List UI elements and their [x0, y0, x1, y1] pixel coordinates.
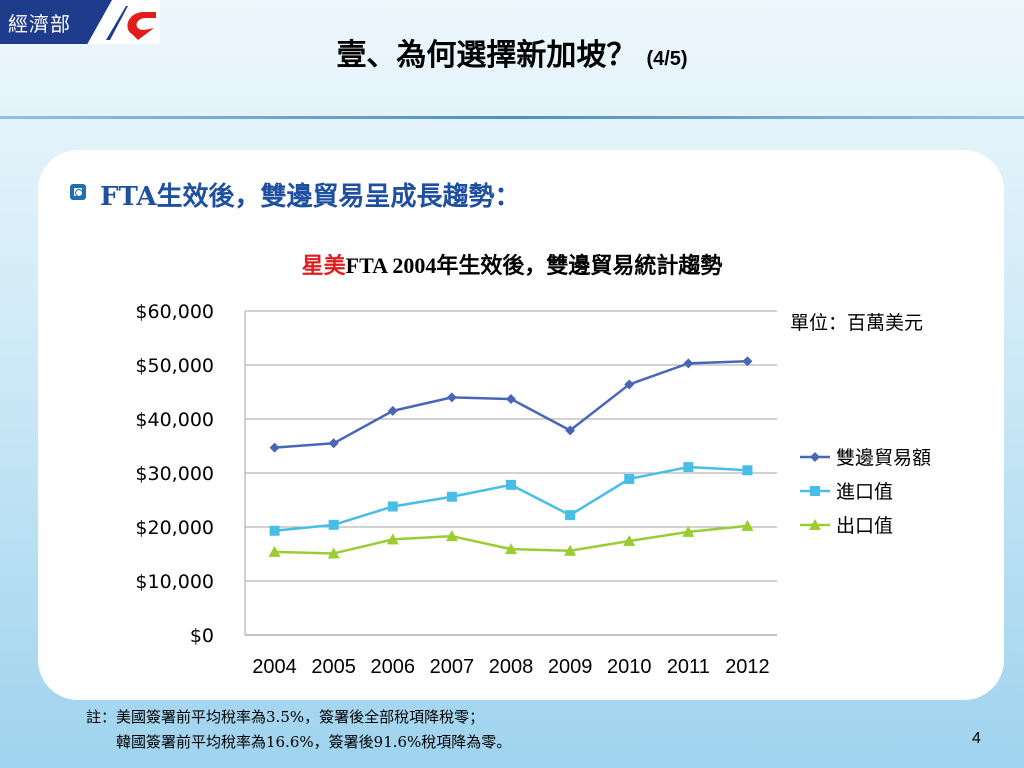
- chart-title: 星美FTA 2004年生效後，雙邊貿易統計趨勢: [0, 248, 1024, 280]
- data-point: [505, 543, 517, 555]
- data-point: [742, 465, 753, 476]
- x-tick-label: 2004: [252, 656, 297, 678]
- y-tick-label: $10,000: [135, 571, 214, 593]
- data-point: [506, 479, 516, 490]
- x-tick-label: 2010: [607, 656, 652, 678]
- bullet-icon: [70, 184, 86, 200]
- data-point: [268, 545, 281, 557]
- legend-label: 出口值: [836, 515, 893, 537]
- chart-title-mid: FTA 2004: [345, 253, 437, 278]
- data-point: [741, 519, 754, 531]
- section-heading: FTA生效後，雙邊貿易呈成長趨勢：: [100, 182, 521, 212]
- y-tick-label: $30,000: [135, 463, 214, 485]
- ministry-logo: 經濟部: [0, 0, 160, 44]
- data-point: [565, 425, 576, 436]
- data-point: [624, 379, 635, 390]
- x-tick-label: 2008: [489, 656, 534, 678]
- trade-line-chart: $0 $10,000 $20,000 $30,000 $40,000 $50,000 $60…: [135, 301, 931, 678]
- data-point: [683, 462, 694, 473]
- x-tick-label: 2011: [667, 656, 710, 678]
- title-main: 壹、為何選擇新加坡？: [336, 38, 637, 73]
- footnote-line-1: 註：美國簽署前平均稅率為3.5%，簽署後全部稅項降稅零；: [86, 708, 485, 726]
- legend-label: 進口值: [836, 481, 893, 503]
- legend-label: 雙邊貿易額: [836, 447, 931, 469]
- x-tick-label: 2006: [371, 656, 416, 678]
- series-line: [274, 359, 748, 449]
- data-point: [564, 544, 577, 556]
- legend-marker: [810, 486, 820, 496]
- page-number: 4: [972, 730, 981, 747]
- data-point: [269, 442, 280, 453]
- y-tick-label: $60,000: [135, 301, 214, 323]
- data-point: [445, 530, 458, 542]
- x-tick-label: 2005: [311, 656, 356, 678]
- chart-title-rest: 年生效後，雙邊貿易統計趨勢: [436, 253, 723, 279]
- legend-marker: [809, 519, 821, 530]
- data-point: [328, 438, 339, 449]
- data-point: [269, 525, 280, 536]
- y-tick-label: $0: [190, 625, 214, 647]
- data-point: [624, 473, 635, 484]
- data-point: [446, 392, 457, 403]
- data-point: [565, 510, 576, 521]
- data-point: [387, 501, 398, 512]
- x-tick-label: 2007: [430, 656, 475, 678]
- logo-text: 經濟部: [8, 12, 71, 36]
- content-panel: [38, 150, 1004, 700]
- y-tick-label: $50,000: [135, 355, 214, 377]
- data-point: [506, 394, 516, 405]
- x-tick-label: 2009: [548, 656, 593, 678]
- data-point: [683, 358, 694, 369]
- data-point: [386, 533, 399, 545]
- y-tick-label: $40,000: [135, 409, 214, 431]
- ministry-emblem-icon: [106, 6, 156, 40]
- y-tick-label: $20,000: [135, 517, 214, 539]
- x-tick-label: 2012: [725, 656, 770, 678]
- unit-label: 單位：百萬美元: [790, 312, 924, 334]
- data-point: [623, 535, 636, 547]
- legend-marker: [810, 452, 820, 462]
- title-divider: [0, 116, 1024, 119]
- footnote-line-2: 韓國簽署前平均稅率為16.6%，簽署後91.6%稅項降為零。: [86, 733, 512, 751]
- data-point: [328, 519, 339, 530]
- page-title: 壹、為何選擇新加坡？ (4/5): [0, 30, 1024, 74]
- data-point: [387, 405, 398, 416]
- data-point: [682, 525, 695, 537]
- data-point: [327, 547, 340, 559]
- data-point: [742, 356, 753, 367]
- data-point: [446, 491, 457, 502]
- series-line: [274, 465, 748, 533]
- title-subtitle: (4/5): [646, 48, 688, 70]
- chart-title-red: 星美: [301, 253, 346, 279]
